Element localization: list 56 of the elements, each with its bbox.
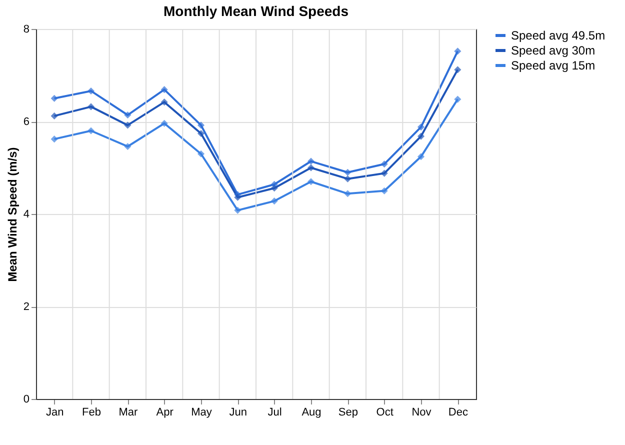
point — [160, 120, 168, 127]
x-tick-label: Nov — [412, 406, 432, 418]
x-tick-label: Dec — [448, 406, 468, 418]
point — [417, 132, 425, 140]
point — [307, 164, 315, 172]
point — [160, 86, 168, 94]
x-tick-label: Jan — [46, 406, 64, 418]
y-tick-label: 2 — [23, 301, 30, 313]
point — [454, 48, 462, 55]
y-axis-title: Mean Wind Speed (m/s) — [5, 147, 20, 282]
x-tick-label: Oct — [376, 406, 394, 418]
chart-title: Monthly Mean Wind Speeds — [164, 3, 349, 19]
point — [344, 168, 352, 176]
point — [87, 103, 95, 110]
point — [307, 178, 315, 186]
y-tick-label: 8 — [23, 24, 30, 36]
point — [307, 158, 315, 165]
point — [197, 130, 205, 138]
point — [380, 170, 388, 177]
point — [50, 112, 58, 120]
point — [454, 66, 462, 74]
point — [234, 206, 242, 214]
point — [197, 150, 205, 158]
point — [160, 98, 168, 106]
point — [50, 136, 58, 143]
x-tick-label: Feb — [82, 406, 101, 418]
point — [50, 94, 58, 102]
point — [270, 198, 278, 205]
y-tick-label: 4 — [23, 208, 30, 220]
point — [234, 194, 242, 201]
legend-label: Speed avg 30m — [511, 44, 596, 58]
y-tick-label: 0 — [23, 394, 30, 406]
point — [124, 111, 132, 119]
point — [344, 190, 352, 198]
point — [124, 142, 132, 150]
point — [417, 124, 425, 131]
x-tick-label: Jun — [229, 406, 248, 418]
point — [87, 87, 95, 95]
point — [344, 175, 352, 182]
x-tick-label: Aug — [302, 406, 322, 418]
point — [417, 153, 425, 160]
legend-label: Speed avg 49.5m — [511, 28, 606, 42]
point — [380, 160, 388, 168]
x-tick-label: Sep — [338, 406, 358, 418]
x-tick-label: Jul — [268, 406, 282, 418]
point — [87, 127, 95, 134]
y-tick-label: 6 — [23, 116, 30, 128]
point — [270, 184, 278, 192]
legend-label: Speed avg 15m — [511, 58, 596, 72]
point — [124, 122, 132, 129]
point — [380, 187, 388, 194]
x-tick-label: May — [191, 406, 212, 418]
point — [454, 96, 462, 103]
point — [197, 122, 205, 129]
x-tick-label: Apr — [156, 406, 174, 418]
x-tick-label: Mar — [118, 406, 138, 418]
